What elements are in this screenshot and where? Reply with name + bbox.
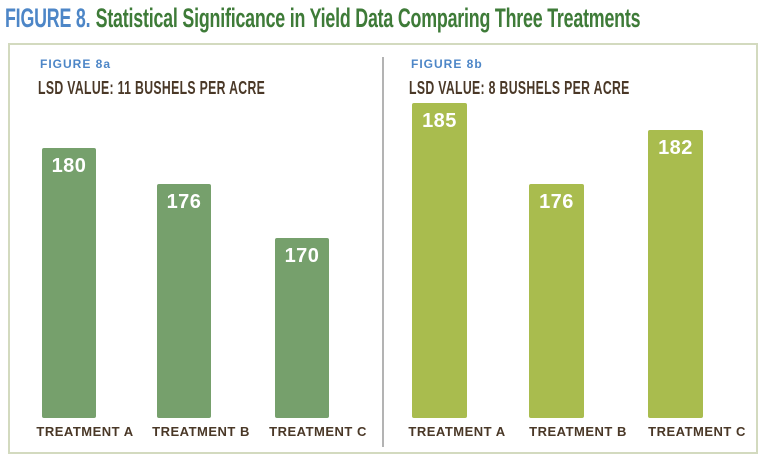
bar-8a-treatment-c: 170 — [275, 238, 329, 418]
bar-8b-treatment-b-value: 176 — [539, 191, 574, 213]
axis-label-8b-treatment-b: TREATMENT B — [529, 424, 627, 439]
panel-8a-label: FIGURE 8a — [40, 57, 112, 71]
panel-divider — [382, 57, 384, 447]
bar-8b-treatment-a-value: 185 — [422, 110, 457, 132]
bar-8a-treatment-a-value: 180 — [51, 155, 87, 177]
bar-8b-treatment-a: 185 — [412, 103, 467, 418]
panel-8b-label: FIGURE 8b — [411, 57, 483, 71]
bar-8b-treatment-c-value: 182 — [658, 137, 693, 159]
axis-label-8a-treatment-a: TREATMENT A — [36, 424, 134, 439]
figure-title: FIGURE 8. Statistical Significance in Yie… — [5, 2, 640, 34]
figure-number-label: FIGURE 8. — [5, 3, 91, 33]
axis-label-8a-treatment-c: TREATMENT C — [269, 424, 367, 439]
bar-8b-treatment-b: 176 — [529, 184, 584, 418]
panel-8a-lsd-value: LSD VALUE: 11 BUSHELS PER ACRE — [38, 78, 266, 98]
axis-label-8b-treatment-a: TREATMENT A — [408, 424, 506, 439]
chart-container: FIGURE 8a LSD VALUE: 11 BUSHELS PER ACRE… — [8, 43, 758, 454]
panel-8b-lsd-value: LSD VALUE: 8 BUSHELS PER ACRE — [409, 78, 630, 98]
bar-8a-treatment-b-value: 176 — [166, 191, 202, 213]
bar-8a-treatment-b: 176 — [157, 184, 211, 418]
axis-label-8a-treatment-b: TREATMENT B — [152, 424, 250, 439]
axis-label-8b-treatment-c: TREATMENT C — [648, 424, 746, 439]
bar-8b-treatment-c: 182 — [648, 130, 703, 418]
figure-title-text: Statistical Significance in Yield Data C… — [95, 3, 641, 33]
bar-8a-treatment-a: 180 — [42, 148, 96, 418]
bar-8a-treatment-c-value: 170 — [284, 245, 320, 267]
